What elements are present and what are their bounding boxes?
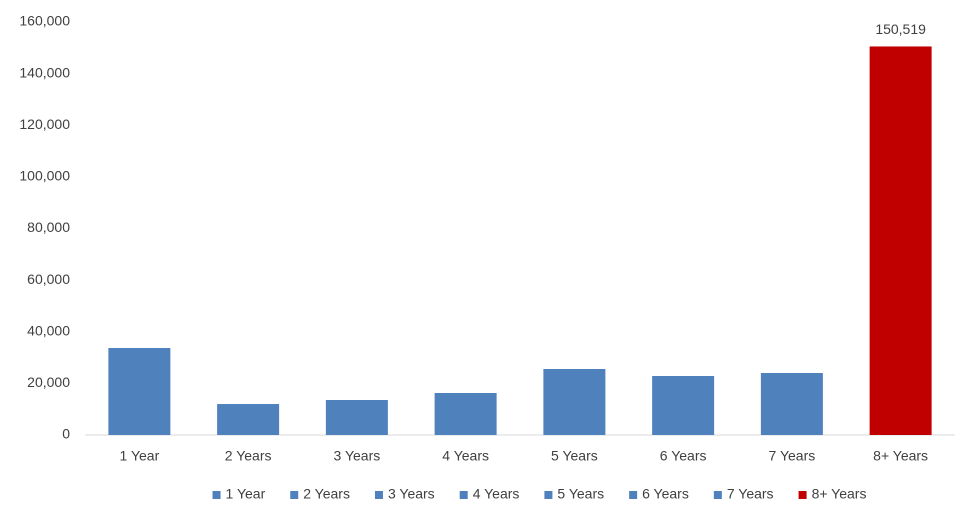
x-tick-label: 7 Years — [769, 448, 816, 464]
x-tick-label: 5 Years — [551, 448, 598, 464]
bar — [217, 404, 280, 435]
y-tick-label: 160,000 — [19, 13, 70, 29]
legend-label: 5 Years — [557, 486, 604, 502]
legend-swatch — [212, 491, 221, 499]
y-tick-label: 20,000 — [27, 374, 70, 390]
x-tick-label: 4 Years — [442, 448, 489, 464]
y-tick-label: 60,000 — [27, 271, 70, 287]
legend-swatch — [798, 491, 807, 499]
bar — [869, 46, 932, 435]
legend-swatch — [544, 491, 553, 499]
y-tick-label: 100,000 — [19, 168, 70, 184]
bar — [108, 348, 171, 435]
bar — [652, 375, 715, 435]
legend-label: 3 Years — [388, 486, 435, 502]
y-tick-label: 140,000 — [19, 64, 70, 80]
legend-label: 6 Years — [642, 486, 689, 502]
x-tick-label: 1 Year — [120, 448, 160, 464]
x-tick-label: 8+ Years — [873, 448, 928, 464]
legend-label: 7 Years — [727, 486, 774, 502]
legend-swatch — [459, 491, 468, 499]
legend-swatch — [290, 491, 299, 499]
legend-label: 1 Year — [226, 486, 266, 502]
data-label: 150,519 — [875, 21, 926, 37]
legend-swatch — [713, 491, 722, 499]
legend-label: 8+ Years — [812, 486, 867, 502]
bar — [543, 368, 606, 435]
legend-label: 4 Years — [473, 486, 520, 502]
legend-swatch — [629, 491, 638, 499]
y-tick-label: 40,000 — [27, 322, 70, 338]
legend-swatch — [374, 491, 383, 499]
x-tick-label: 2 Years — [225, 448, 272, 464]
bar — [434, 393, 497, 435]
bar — [760, 372, 823, 435]
y-tick-label: 0 — [62, 426, 70, 442]
legend-label: 2 Years — [303, 486, 350, 502]
y-tick-label: 80,000 — [27, 219, 70, 235]
y-tick-label: 120,000 — [19, 116, 70, 132]
bar — [325, 399, 388, 435]
x-tick-label: 6 Years — [660, 448, 707, 464]
x-tick-label: 3 Years — [334, 448, 381, 464]
